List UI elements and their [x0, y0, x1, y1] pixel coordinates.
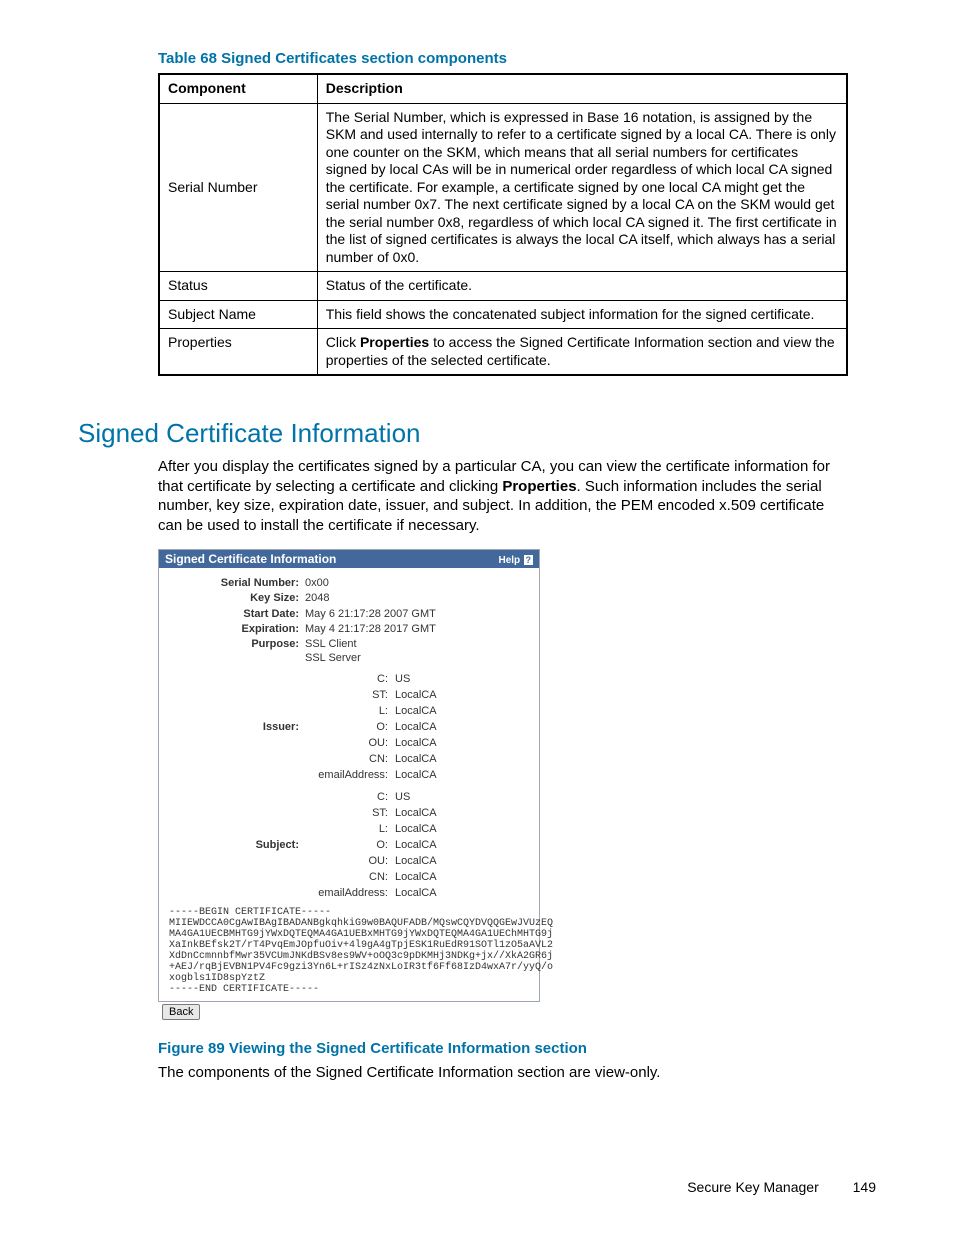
page-footer: Secure Key Manager 149: [687, 1179, 876, 1195]
table-title: Table 68 Signed Certificates section com…: [158, 50, 876, 67]
value-expiration: May 4 21:17:28 2017 GMT: [305, 622, 436, 636]
pem-block: -----BEGIN CERTIFICATE----- MIIEWDCCA0Cg…: [159, 907, 539, 1001]
value-keysize: 2048: [305, 591, 329, 605]
issuer-dn: C:US ST:LocalCA L:LocalCA O:LocalCA OU:L…: [305, 670, 440, 784]
table-row: Properties Click Properties to access th…: [159, 329, 847, 376]
label-keysize: Key Size:: [169, 591, 305, 605]
section-heading: Signed Certificate Information: [78, 418, 876, 449]
label-purpose: Purpose:: [169, 637, 305, 651]
cell-component: Serial Number: [159, 103, 317, 272]
value-serial: 0x00: [305, 576, 329, 590]
help-link[interactable]: Help ?: [498, 552, 533, 566]
panel-title: Signed Certificate Information: [165, 552, 336, 566]
figure-caption: The components of the Signed Certificate…: [158, 1063, 848, 1083]
cell-description: The Serial Number, which is expressed in…: [317, 103, 847, 272]
figure-title: Figure 89 Viewing the Signed Certificate…: [158, 1040, 876, 1057]
label-subject: Subject:: [169, 838, 305, 852]
th-component: Component: [159, 74, 317, 103]
value-purpose: SSL ClientSSL Server: [305, 637, 361, 666]
components-table: Component Description Serial Number The …: [158, 73, 848, 376]
cell-description: Click Properties to access the Signed Ce…: [317, 329, 847, 376]
label-expiration: Expiration:: [169, 622, 305, 636]
th-description: Description: [317, 74, 847, 103]
cell-description: This field shows the concatenated subjec…: [317, 300, 847, 329]
panel-header: Signed Certificate Information Help ?: [159, 550, 539, 568]
footer-page: 149: [853, 1179, 876, 1195]
table-row: Status Status of the certificate.: [159, 272, 847, 301]
label-issuer: Issuer:: [169, 720, 305, 734]
cert-info-panel: Signed Certificate Information Help ? Se…: [158, 549, 540, 1002]
cell-component: Properties: [159, 329, 317, 376]
table-row: Subject Name This field shows the concat…: [159, 300, 847, 329]
section-paragraph: After you display the certificates signe…: [158, 457, 848, 535]
label-serial: Serial Number:: [169, 576, 305, 590]
cell-description: Status of the certificate.: [317, 272, 847, 301]
cell-component: Subject Name: [159, 300, 317, 329]
footer-doc: Secure Key Manager: [687, 1179, 819, 1195]
label-start: Start Date:: [169, 607, 305, 621]
table-row: Serial Number The Serial Number, which i…: [159, 103, 847, 272]
help-icon: ?: [524, 555, 534, 565]
cell-component: Status: [159, 272, 317, 301]
value-start: May 6 21:17:28 2007 GMT: [305, 607, 436, 621]
subject-dn: C:US ST:LocalCA L:LocalCA O:LocalCA OU:L…: [305, 788, 440, 902]
back-button[interactable]: Back: [162, 1004, 200, 1020]
